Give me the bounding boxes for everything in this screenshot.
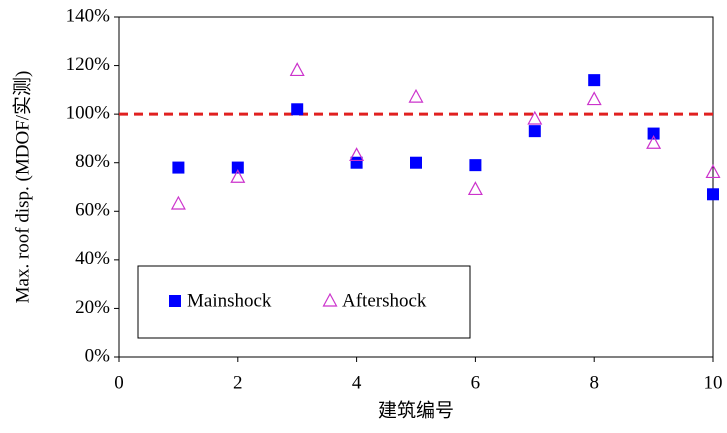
- x-tick-label: 8: [589, 372, 599, 393]
- legend-box: [137, 265, 471, 339]
- data-point: [350, 156, 363, 169]
- legend-label: Mainshock: [187, 290, 272, 311]
- y-tick-label: 60%: [75, 200, 110, 221]
- data-point: [410, 156, 422, 169]
- plot-frame: [118, 16, 714, 358]
- data-point: [231, 161, 244, 174]
- data-point: [469, 159, 482, 172]
- x-tick-label: 10: [704, 372, 723, 393]
- y-axis-label: Max. roof disp. (MDOF/实测): [11, 71, 33, 304]
- x-tick-label: 4: [352, 372, 362, 393]
- data-point: [586, 91, 602, 106]
- y-tick-label: 80%: [75, 151, 110, 172]
- y-tick-label: 0%: [85, 345, 111, 366]
- x-tick-label: 6: [471, 372, 481, 393]
- data-point: [291, 103, 304, 116]
- x-tick-label: 2: [233, 372, 243, 393]
- legend-marker: [322, 292, 338, 307]
- y-tick-label: 40%: [75, 248, 110, 269]
- data-point: [707, 188, 719, 201]
- legend-marker: [169, 295, 181, 307]
- data-point: [170, 195, 186, 210]
- y-tick-label: 20%: [75, 297, 110, 318]
- data-point: [172, 161, 185, 174]
- data-point: [467, 181, 483, 196]
- data-point: [528, 125, 541, 138]
- data-point: [588, 74, 601, 87]
- y-tick-label: 120%: [66, 54, 111, 75]
- legend-label: Aftershock: [342, 290, 427, 311]
- data-point: [705, 164, 721, 179]
- data-point: [289, 62, 305, 77]
- data-point: [230, 169, 246, 183]
- data-point: [408, 88, 424, 103]
- y-tick-label: 140%: [66, 5, 111, 26]
- data-point: [647, 127, 660, 140]
- y-tick-label: 100%: [66, 103, 111, 124]
- x-tick-label: 0: [114, 372, 124, 393]
- x-axis-label: 建筑编号: [378, 399, 454, 421]
- data-point: [527, 110, 543, 125]
- data-point: [646, 135, 662, 149]
- data-point: [349, 147, 365, 162]
